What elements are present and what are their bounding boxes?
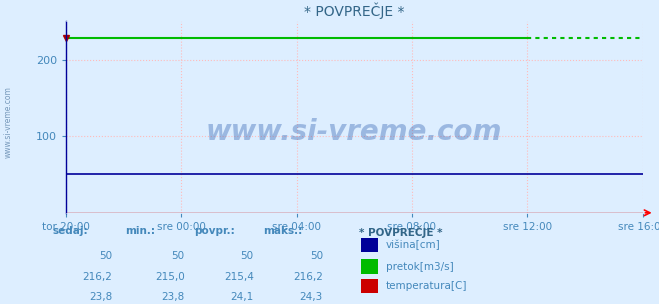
Text: temperatura[C]: temperatura[C]: [386, 282, 467, 291]
Text: www.si-vreme.com: www.si-vreme.com: [3, 86, 13, 157]
Text: 24,1: 24,1: [231, 292, 254, 302]
Text: sedaj:: sedaj:: [53, 226, 88, 237]
Text: povpr.:: povpr.:: [194, 226, 235, 237]
Text: 50: 50: [241, 251, 254, 261]
Text: pretok[m3/s]: pretok[m3/s]: [386, 262, 453, 271]
Text: 216,2: 216,2: [293, 272, 323, 282]
Title: * POVPREČJE *: * POVPREČJE *: [304, 2, 405, 19]
Text: 23,8: 23,8: [89, 292, 112, 302]
Text: 50: 50: [99, 251, 112, 261]
Text: 50: 50: [310, 251, 323, 261]
Text: 215,0: 215,0: [155, 272, 185, 282]
Text: www.si-vreme.com: www.si-vreme.com: [206, 118, 502, 146]
Text: 215,4: 215,4: [224, 272, 254, 282]
Text: 23,8: 23,8: [161, 292, 185, 302]
Text: maks.:: maks.:: [264, 226, 303, 237]
Text: * POVPREČJE *: * POVPREČJE *: [359, 226, 443, 238]
Text: 50: 50: [171, 251, 185, 261]
Text: 216,2: 216,2: [82, 272, 112, 282]
Text: višina[cm]: višina[cm]: [386, 240, 440, 250]
Text: min.:: min.:: [125, 226, 156, 237]
Text: 24,3: 24,3: [300, 292, 323, 302]
